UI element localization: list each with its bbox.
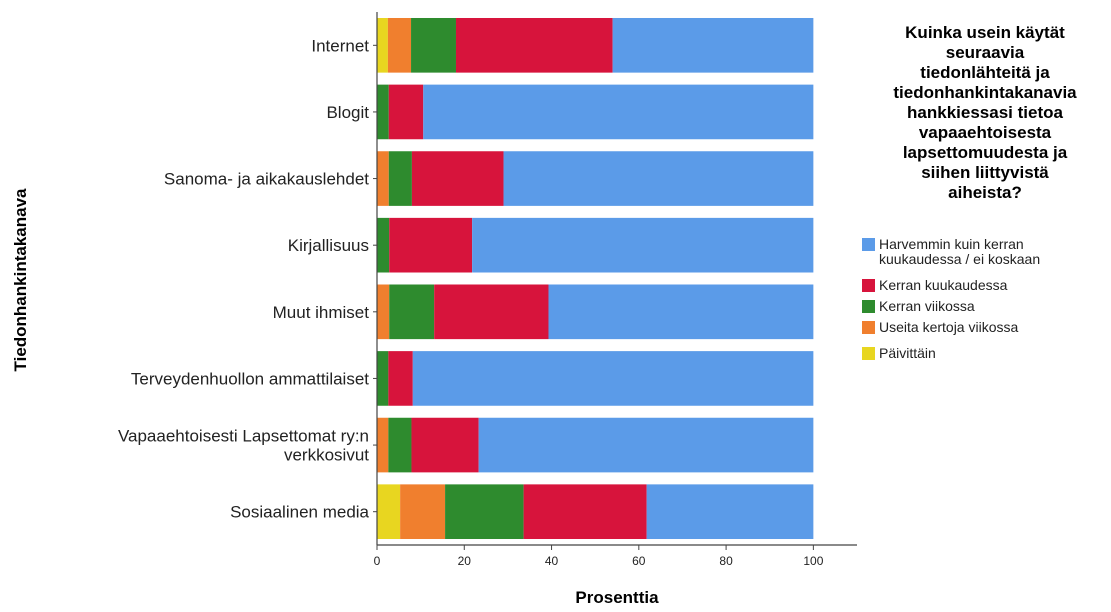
bars-group: [377, 17, 814, 540]
x-tick-label-0: 0: [374, 554, 381, 568]
bar-segment-3-4: [411, 151, 504, 206]
x-ticks-group: 0 20 40 60 80 100: [374, 545, 824, 568]
bar-segment-6-4: [388, 351, 413, 406]
category-label-2: Blogit: [326, 103, 369, 122]
legend: Kuinka usein käytät seuraavia tiedonlähtei…: [862, 23, 1077, 361]
legend-swatch-2: [862, 279, 875, 292]
bar-segment-5-5: [548, 284, 814, 340]
category-label-4: Kirjallisuus: [288, 236, 369, 255]
category-label-3: Sanoma- ja aikakauslehdet: [164, 170, 369, 189]
x-tick-label-40: 40: [545, 554, 559, 568]
legend-swatch-4: [862, 321, 875, 334]
x-tick-label-80: 80: [719, 554, 733, 568]
bar-segment-8-4: [523, 484, 647, 540]
bar-segment-4-3: [377, 217, 390, 273]
category-label-1: Internet: [311, 36, 369, 55]
bar-segment-6-3: [377, 351, 389, 406]
bar-segment-6-5: [412, 351, 814, 406]
bar-segment-8-3: [445, 484, 524, 540]
bar-segment-3-5: [503, 151, 814, 206]
bar-segment-5-4: [434, 284, 549, 340]
bar-segment-4-5: [472, 217, 814, 273]
bar-segment-1-5: [612, 17, 814, 73]
legend-swatch-3: [862, 300, 875, 313]
category-label-6: Terveydenhuollon ammattilaiset: [131, 369, 369, 388]
x-tick-label-20: 20: [458, 554, 472, 568]
category-label-8: Sosiaalinen media: [230, 503, 369, 522]
bar-segment-5-3: [389, 284, 435, 340]
legend-label-5: Päivittäin: [879, 345, 936, 361]
x-axis-title: Prosenttia: [575, 588, 659, 607]
legend-swatch-1: [862, 238, 875, 251]
x-tick-label-60: 60: [632, 554, 646, 568]
bar-segment-7-4: [411, 417, 479, 473]
bar-segment-7-2: [377, 417, 389, 473]
bar-segment-1-2: [387, 17, 412, 73]
bar-segment-1-3: [411, 17, 456, 73]
bar-segment-2-4: [388, 84, 424, 140]
bar-segment-2-5: [423, 84, 814, 140]
bar-segment-1-4: [455, 17, 613, 73]
category-label-7: Vapaaehtoisesti Lapsettomat ry:n verkkosi…: [118, 427, 369, 465]
bar-segment-8-5: [646, 484, 814, 540]
legend-label-1: Harvemmin kuin kerran kuukaudessa / ei ko…: [879, 236, 1040, 267]
legend-swatch-5: [862, 347, 875, 360]
bar-segment-3-3: [388, 151, 412, 206]
bar-segment-4-4: [389, 217, 473, 273]
y-axis-title: Tiedonhankintakanava: [11, 188, 30, 372]
legend-label-4: Useita kertoja viikossa: [879, 319, 1018, 335]
category-labels-group: Internet Blogit Sanoma- ja aikakauslehdet K…: [118, 36, 370, 521]
bar-segment-7-3: [388, 417, 412, 473]
bar-segment-1-1: [377, 17, 388, 73]
x-tick-label-100: 100: [803, 554, 823, 568]
legend-label-2: Kerran kuukaudessa: [879, 277, 1008, 293]
bar-segment-8-1: [377, 484, 401, 540]
axes-group: [373, 12, 857, 546]
bar-segment-2-3: [377, 84, 389, 140]
bar-segment-5-2: [377, 284, 390, 340]
bar-segment-8-2: [400, 484, 446, 540]
bar-segment-7-5: [478, 417, 814, 473]
bar-segment-3-2: [377, 151, 389, 206]
legend-title: Kuinka usein käytät seuraavia tiedonlähtei…: [893, 23, 1077, 202]
legend-label-3: Kerran viikossa: [879, 298, 975, 314]
category-label-5: Muut ihmiset: [273, 303, 370, 322]
